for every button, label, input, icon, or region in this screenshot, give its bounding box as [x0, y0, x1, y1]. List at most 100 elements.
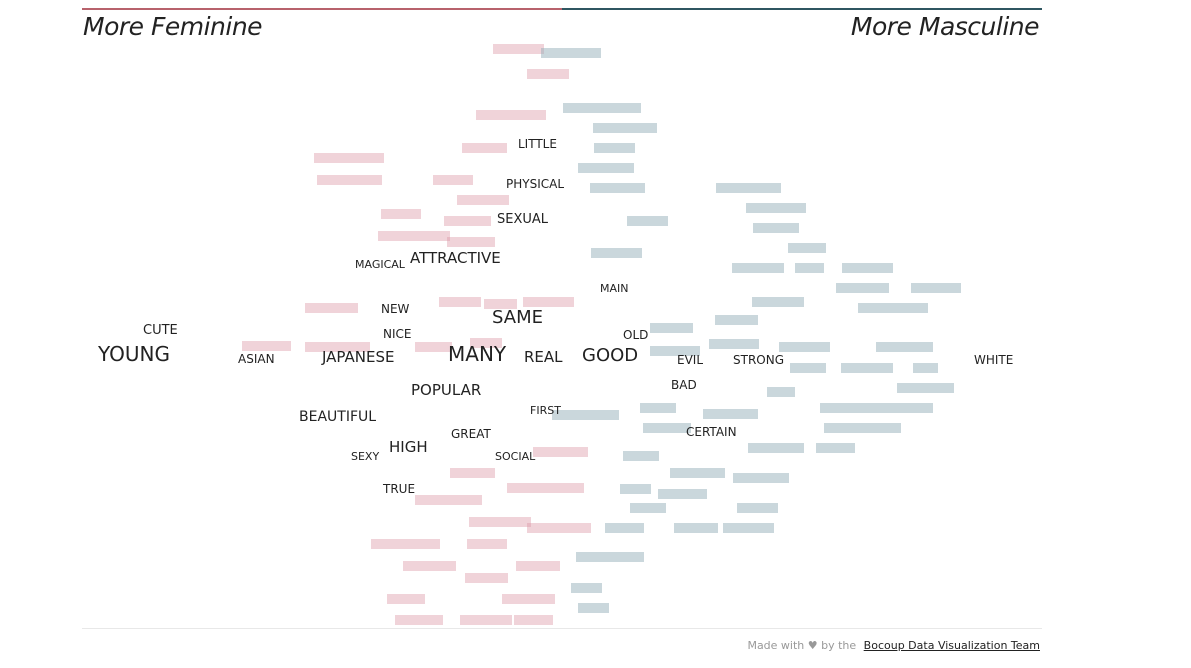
masculine-word-bar[interactable]	[897, 383, 954, 393]
masculine-word-bar[interactable]	[594, 143, 635, 153]
word-label-first[interactable]: FIRST	[530, 405, 574, 422]
masculine-word-bar[interactable]	[593, 123, 657, 133]
masculine-word-bar[interactable]	[591, 248, 642, 258]
masculine-word-bar[interactable]	[816, 443, 855, 453]
feminine-word-bar[interactable]	[457, 195, 509, 205]
feminine-word-bar[interactable]	[415, 342, 452, 352]
masculine-word-bar[interactable]	[858, 303, 928, 313]
masculine-word-bar[interactable]	[605, 523, 644, 533]
masculine-word-bar[interactable]	[753, 223, 799, 233]
feminine-word-bar[interactable]	[533, 447, 588, 457]
masculine-word-bar[interactable]	[820, 403, 933, 413]
word-label-little[interactable]: LITTLE	[518, 138, 571, 156]
feminine-word-bar[interactable]	[450, 468, 495, 478]
bocoup-team-link[interactable]: Bocoup Data Visualization Team	[863, 639, 1040, 652]
masculine-word-bar[interactable]	[627, 216, 668, 226]
masculine-word-bar[interactable]	[590, 183, 645, 193]
masculine-word-bar[interactable]	[746, 203, 806, 213]
masculine-word-bar[interactable]	[732, 263, 784, 273]
masculine-word-bar[interactable]	[876, 342, 933, 352]
word-label-true[interactable]: TRUE	[383, 483, 429, 501]
word-label-physical[interactable]: PHYSICAL	[506, 178, 578, 196]
word-label-japanese[interactable]: JAPANESE	[322, 350, 412, 370]
masculine-word-bar[interactable]	[790, 363, 826, 373]
masculine-word-bar[interactable]	[658, 489, 707, 499]
feminine-word-bar[interactable]	[469, 517, 531, 527]
word-label-attractive[interactable]: ATTRACTIVE	[410, 251, 519, 271]
word-label-evil[interactable]: EVIL	[677, 354, 717, 372]
masculine-word-bar[interactable]	[620, 484, 651, 494]
word-label-certain[interactable]: CERTAIN	[686, 426, 751, 444]
word-label-social[interactable]: SOCIAL	[495, 451, 548, 468]
masculine-word-bar[interactable]	[650, 346, 700, 356]
masculine-word-bar[interactable]	[703, 409, 758, 419]
masculine-word-bar[interactable]	[779, 342, 830, 352]
feminine-word-bar[interactable]	[433, 175, 473, 185]
feminine-word-bar[interactable]	[462, 143, 507, 153]
masculine-word-bar[interactable]	[752, 297, 804, 307]
word-label-asian[interactable]: ASIAN	[238, 353, 289, 371]
word-label-great[interactable]: GREAT	[451, 428, 505, 446]
masculine-word-bar[interactable]	[836, 283, 889, 293]
feminine-word-bar[interactable]	[439, 297, 481, 307]
feminine-word-bar[interactable]	[484, 299, 517, 309]
feminine-word-bar[interactable]	[465, 573, 508, 583]
word-label-cute[interactable]: CUTE	[143, 324, 194, 342]
word-label-real[interactable]: REAL	[524, 350, 581, 370]
feminine-word-bar[interactable]	[470, 338, 502, 348]
masculine-word-bar[interactable]	[674, 523, 718, 533]
feminine-word-bar[interactable]	[387, 594, 425, 604]
masculine-word-bar[interactable]	[842, 263, 893, 273]
masculine-word-bar[interactable]	[723, 523, 774, 533]
masculine-word-bar[interactable]	[576, 552, 644, 562]
feminine-word-bar[interactable]	[242, 341, 291, 351]
word-label-beautiful[interactable]: BEAUTIFUL	[299, 410, 393, 429]
masculine-word-bar[interactable]	[913, 363, 938, 373]
masculine-word-bar[interactable]	[643, 423, 691, 433]
feminine-word-bar[interactable]	[305, 303, 358, 313]
masculine-word-bar[interactable]	[795, 263, 824, 273]
word-label-sexy[interactable]: SEXY	[351, 451, 392, 468]
masculine-word-bar[interactable]	[563, 103, 641, 113]
masculine-word-bar[interactable]	[670, 468, 725, 478]
feminine-word-bar[interactable]	[460, 615, 512, 625]
masculine-word-bar[interactable]	[716, 183, 781, 193]
masculine-word-bar[interactable]	[767, 387, 795, 397]
masculine-word-bar[interactable]	[824, 423, 901, 433]
masculine-word-bar[interactable]	[578, 163, 634, 173]
feminine-word-bar[interactable]	[447, 237, 495, 247]
word-label-high[interactable]: HIGH	[389, 440, 446, 460]
feminine-word-bar[interactable]	[395, 615, 443, 625]
word-label-main[interactable]: MAIN	[600, 283, 642, 300]
masculine-word-bar[interactable]	[748, 443, 804, 453]
word-label-bad[interactable]: BAD	[671, 379, 711, 397]
feminine-word-bar[interactable]	[467, 539, 507, 549]
masculine-word-bar[interactable]	[630, 503, 666, 513]
feminine-word-bar[interactable]	[527, 523, 591, 533]
feminine-word-bar[interactable]	[523, 297, 574, 307]
masculine-word-bar[interactable]	[650, 323, 693, 333]
word-label-many[interactable]: MANY	[448, 344, 530, 369]
feminine-word-bar[interactable]	[317, 175, 382, 185]
word-label-popular[interactable]: POPULAR	[411, 383, 499, 403]
feminine-word-bar[interactable]	[507, 483, 584, 493]
masculine-word-bar[interactable]	[841, 363, 893, 373]
masculine-word-bar[interactable]	[552, 410, 619, 420]
masculine-word-bar[interactable]	[623, 451, 659, 461]
masculine-word-bar[interactable]	[788, 243, 826, 253]
feminine-word-bar[interactable]	[527, 69, 569, 79]
feminine-word-bar[interactable]	[514, 615, 553, 625]
word-label-white[interactable]: WHITE	[974, 354, 1027, 372]
word-label-young[interactable]: YOUNG	[98, 344, 194, 369]
masculine-word-bar[interactable]	[733, 473, 789, 483]
feminine-word-bar[interactable]	[371, 539, 440, 549]
feminine-word-bar[interactable]	[305, 342, 370, 352]
masculine-word-bar[interactable]	[715, 315, 758, 325]
feminine-word-bar[interactable]	[403, 561, 456, 571]
word-label-same[interactable]: SAME	[492, 308, 565, 332]
feminine-word-bar[interactable]	[415, 495, 482, 505]
word-label-strong[interactable]: STRONG	[733, 354, 798, 372]
word-label-magical[interactable]: MAGICAL	[355, 259, 418, 276]
masculine-word-bar[interactable]	[640, 403, 676, 413]
masculine-word-bar[interactable]	[737, 503, 778, 513]
